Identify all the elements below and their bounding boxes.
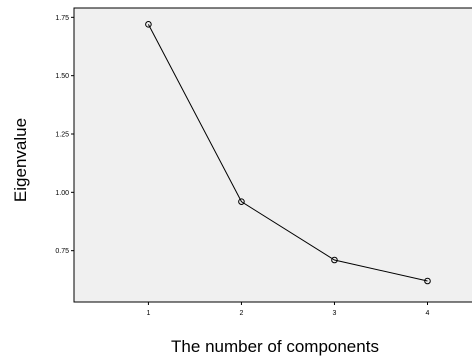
x-axis-title: The number of components	[171, 337, 379, 356]
data-point	[145, 21, 152, 28]
x-axis-ticks: 1 2 3 4	[146, 302, 430, 317]
series-line	[147, 24, 428, 282]
data-point	[238, 198, 245, 205]
y-tick-label: 1.50	[55, 73, 69, 80]
y-tick-label: 0.75	[55, 248, 69, 255]
y-axis-title: Eigenvalue	[11, 118, 30, 202]
x-tick-label: 4	[426, 310, 430, 317]
x-tick-label: 3	[333, 310, 337, 317]
data-point	[424, 277, 431, 285]
y-axis-ticks: 0.75 1.00 1.25 1.50 1.75	[55, 15, 74, 255]
plot-area	[73, 7, 472, 303]
y-tick-label: 1.00	[55, 190, 69, 197]
x-tick-label: 1	[146, 310, 150, 317]
x-tick-label: 2	[239, 310, 243, 317]
data-point	[331, 256, 338, 264]
y-tick-label: 1.25	[55, 132, 69, 139]
y-tick-label: 1.75	[55, 15, 69, 22]
data-points	[145, 21, 431, 285]
